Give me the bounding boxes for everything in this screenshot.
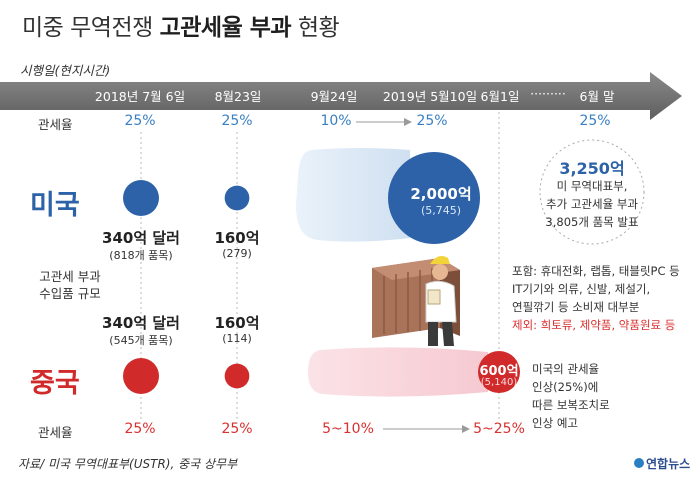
yonhap-logo-icon [634,458,644,468]
date-label-4: 6월1일 [480,89,520,104]
us-rate-1: 25% [221,113,253,129]
us-note-line2: 추가 고관세율 부과 [546,197,638,211]
timeline-arrow [0,72,682,120]
date-label-5: ········· [530,86,566,101]
us-bubble-3250-outline [539,139,645,245]
cn-bubble-count-600: (5,140) [480,377,518,388]
us-rate-3: 25% [416,113,448,129]
timeline-label: 시행일(현지시간) [20,63,111,78]
us-note-amount: 3,250억 [559,159,625,178]
page-title: 미중 무역전쟁 고관세율 부과 현황 [22,15,340,41]
cn-bubble-label-600: 600억 [479,364,519,379]
cn-note-line1: 미국의 관세율 [532,362,600,376]
worker-illustration [425,256,457,346]
cn-rate-4: 5~25% [473,421,525,437]
country-label-cn: 중국 [30,368,80,399]
cn-note-line2: 인상(25%)에 [532,380,599,394]
cn-tariff-row-label: 관세율 [38,425,73,440]
us-items-line2: IT기기와 의류, 신발, 제설기, [512,282,651,296]
date-label-3: 2019년 5월10일 [382,89,478,104]
us-rate-6: 25% [579,113,611,129]
cn-note-line4: 인상 예고 [532,416,578,430]
scale-row-label-1: 고관세 부과 [39,269,101,284]
brand-logo: 연합뉴스 [634,455,690,472]
us-bubbles [123,152,480,244]
cn-bubble-1 [224,363,250,389]
cn-count-1: (114) [222,332,252,345]
country-label-us: 미국 [30,190,80,221]
us-blob-2000 [296,148,410,242]
us-bubble-label-2000: 2,000억 [410,185,472,203]
us-items-line1: 포함: 휴대전화, 랩톱, 태블릿PC 등 [512,264,680,278]
us-amount-0: 340억 달러 [102,229,180,247]
source-note: 자료/ 미국 무역대표부(USTR), 중국 상무부 [18,457,238,471]
cn-count-0: (545개 품목) [109,334,173,347]
us-rate-2: 10% [320,113,352,129]
us-note-line3: 3,805개 품목 발표 [545,215,639,229]
cn-rate-2: 5~10% [322,421,374,437]
us-bubble-count-2000: (5,745) [420,204,462,217]
date-label-6: 6월 말 [579,89,615,104]
cn-rate-0: 25% [124,421,156,437]
us-count-1: (279) [222,247,252,260]
date-label-2: 9월24일 [310,89,358,104]
us-note-line1: 미 무역대표부, [556,179,628,193]
us-bubble-0 [123,180,159,216]
date-label-1: 8월23일 [214,89,262,104]
us-bubble-1 [224,185,250,211]
us-bubble-2 [388,152,480,244]
us-items-line3: 연필깎기 등 소비재 대부분 [512,300,640,314]
cn-bubbles [123,351,520,394]
cn-bubble-2 [478,351,520,393]
cn-amount-1: 160억 [214,314,260,332]
cn-rate-1: 25% [221,421,253,437]
us-tariff-row-label: 관세율 [38,117,73,132]
cn-blob-600 [308,347,488,397]
us-items-line4: 제외: 희토류, 제약품, 약품원료 등 [512,318,676,332]
scale-row-label-2: 수입품 규모 [39,286,101,301]
cn-amount-0: 340억 달러 [102,314,180,332]
date-label-0: 2018년 7월 6일 [94,89,186,104]
cn-bubble-0 [123,358,159,394]
us-amount-1: 160억 [214,229,260,247]
cn-note-line3: 따른 보복조치로 [532,398,610,412]
us-rate-0: 25% [124,113,156,129]
us-count-0: (818개 품목) [109,249,173,262]
